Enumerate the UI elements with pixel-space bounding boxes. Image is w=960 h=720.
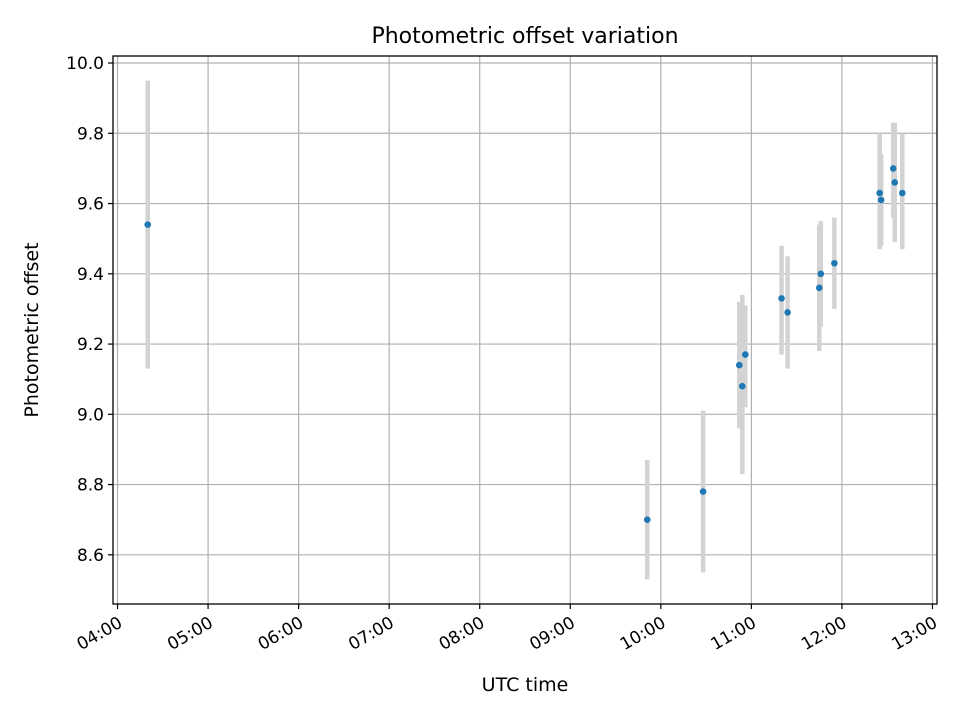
data-point <box>817 270 825 278</box>
plot-frame <box>112 55 938 605</box>
y-axis-label: Photometric offset <box>21 242 43 417</box>
data-point <box>831 259 838 267</box>
data-point <box>736 361 743 369</box>
data-point <box>877 196 885 204</box>
data-point <box>891 179 899 186</box>
chart-title: Photometric offset variation <box>371 24 678 49</box>
data-points <box>144 165 906 523</box>
data-point <box>815 284 823 292</box>
x-axis-label: UTC time <box>482 674 569 696</box>
data-point <box>784 309 791 316</box>
data-point <box>739 382 746 390</box>
data-point <box>144 221 152 228</box>
y-tick-label: 10.0 <box>66 54 104 74</box>
data-point <box>742 351 749 358</box>
y-tick-label: 9.4 <box>77 265 104 285</box>
data-point <box>889 165 897 172</box>
grid <box>113 56 937 604</box>
y-tick-label: 8.6 <box>77 546 104 566</box>
data-point <box>778 295 785 302</box>
y-tick-label: 9.2 <box>77 335 104 355</box>
data-point <box>643 516 651 523</box>
data-point <box>876 189 883 197</box>
y-tick-label: 9.6 <box>77 195 104 215</box>
y-tick-label: 9.8 <box>77 124 104 144</box>
data-point <box>898 189 906 197</box>
y-tick-label: 9.0 <box>77 405 104 425</box>
y-axis-ticks: 8.6 8.8 9.0 9.2 9.4 9.6 9.8 10.0 <box>66 54 113 566</box>
y-tick-label: 8.8 <box>77 476 104 496</box>
data-point <box>699 488 707 495</box>
